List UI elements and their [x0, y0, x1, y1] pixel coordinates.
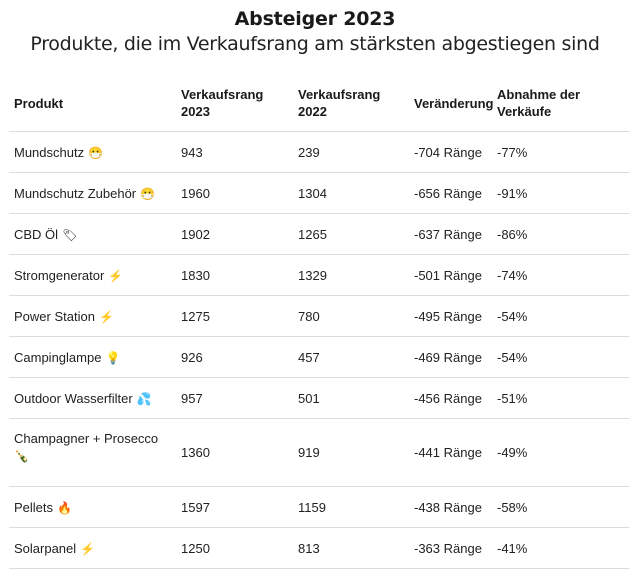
column-header-product: Produkt: [9, 75, 176, 132]
rank-2023-cell: 926: [176, 336, 293, 378]
product-cell: Solarpanel ⚡: [9, 527, 176, 569]
table-row: Mundschutz 😷 943 239 -704 Ränge -77%: [9, 131, 629, 173]
rank-2022-cell: 780: [293, 295, 409, 337]
change-cell: -704 Ränge: [409, 131, 492, 173]
column-header-change: Veränderung: [409, 75, 493, 132]
product-name: Outdoor Wasserfilter: [14, 390, 133, 406]
table-row: Champagner + Prosecco 🍾 1360 919 -441 Ränge -…: [9, 418, 629, 487]
chart-title: Absteiger 2023: [234, 8, 396, 30]
rank-2023-cell: 1902: [176, 213, 293, 255]
rank-2023-cell: 957: [176, 377, 293, 419]
chart-subtitle: Produkte, die im Verkaufsrang am stärkst…: [30, 33, 600, 55]
rank-2022-cell: 457: [293, 336, 409, 378]
product-name: Mundschutz: [14, 144, 85, 160]
table-body: Mundschutz 😷 943 239 -704 Ränge -77% Mundschut…: [9, 131, 629, 569]
rank-2022-cell: 1265: [293, 213, 409, 255]
table-row: Outdoor Wasserfilter 💦 957 501 -456 Ränge -51…: [9, 377, 629, 419]
champagne-bottle-icon: 🍾: [14, 449, 29, 463]
rank-2023-cell: 943: [176, 131, 293, 173]
rank-2023-cell: 1360: [176, 418, 293, 487]
lightning-icon: ⚡: [98, 309, 114, 324]
decline-cell: -54%: [492, 336, 629, 378]
product-cell: Pellets 🔥: [9, 486, 176, 528]
product-name: Pellets: [14, 499, 54, 515]
rank-2023-cell: 1250: [176, 527, 293, 569]
change-cell: -656 Ränge: [409, 172, 492, 214]
decline-cell: -77%: [492, 131, 629, 173]
change-cell: -441 Ränge: [409, 418, 492, 487]
decline-cell: -86%: [492, 213, 629, 255]
product-cell: Champagner + Prosecco 🍾: [9, 418, 176, 487]
rank-2022-cell: 1329: [293, 254, 409, 296]
product-name: Mundschutz Zubehör: [14, 185, 137, 201]
decline-cell: -51%: [492, 377, 629, 419]
rank-2023-cell: 1275: [176, 295, 293, 337]
lightning-icon: ⚡: [80, 541, 96, 556]
product-name: Champagner + Prosecco: [14, 431, 159, 446]
product-cell: Stromgenerator ⚡: [9, 254, 176, 296]
column-header-rank-2023: Verkaufsrang 2023: [176, 75, 293, 132]
decline-cell: -91%: [492, 172, 629, 214]
product-cell: Power Station ⚡: [9, 295, 176, 337]
face-mask-icon: 😷: [88, 145, 104, 160]
product-name: Power Station: [14, 308, 95, 324]
water-drops-icon: 💦: [136, 391, 152, 406]
decline-cell: -58%: [492, 486, 629, 528]
rank-2023-cell: 1960: [176, 172, 293, 214]
table-row: Power Station ⚡ 1275 780 -495 Ränge -54%: [9, 295, 629, 337]
table-row: Pellets 🔥 1597 1159 -438 Ränge -58%: [9, 486, 629, 528]
product-cell: Mundschutz 😷: [9, 131, 176, 173]
rank-2022-cell: 1304: [293, 172, 409, 214]
change-cell: -495 Ränge: [409, 295, 492, 337]
change-cell: -469 Ränge: [409, 336, 492, 378]
rank-2023-cell: 1597: [176, 486, 293, 528]
decline-cell: -49%: [492, 418, 629, 487]
product-cell: Mundschutz Zubehör 😷: [9, 172, 176, 214]
lightning-icon: ⚡: [108, 268, 124, 283]
rank-2022-cell: 1159: [293, 486, 409, 528]
face-mask-icon: 😷: [140, 186, 156, 201]
product-name: Stromgenerator: [14, 267, 105, 283]
table-row: Mundschutz Zubehör 😷 1960 1304 -656 Ränge -91…: [9, 172, 629, 214]
table-row: Solarpanel ⚡ 1250 813 -363 Ränge -41%: [9, 527, 629, 569]
change-cell: -363 Ränge: [409, 527, 492, 569]
product-cell: CBD Öl 🏷: [9, 213, 176, 255]
column-header-rank-2022: Verkaufsrang 2022: [293, 75, 409, 132]
label-icon: 🏷: [62, 227, 78, 242]
column-header-decline: Abnahme der Verkäufe: [492, 75, 629, 132]
rank-2022-cell: 501: [293, 377, 409, 419]
product-cell: Outdoor Wasserfilter 💦: [9, 377, 176, 419]
decline-cell: -74%: [492, 254, 629, 296]
decline-cell: -41%: [492, 527, 629, 569]
product-name: CBD Öl: [14, 226, 59, 242]
rank-2023-cell: 1830: [176, 254, 293, 296]
rank-2022-cell: 239: [293, 131, 409, 173]
fire-icon: 🔥: [57, 500, 72, 515]
table-row: CBD Öl 🏷 1902 1265 -637 Ränge -86%: [9, 213, 629, 255]
rank-2022-cell: 919: [293, 418, 409, 487]
product-name: Campinglampe: [14, 349, 102, 365]
change-cell: -438 Ränge: [409, 486, 492, 528]
decline-cell: -54%: [492, 295, 629, 337]
table-row: Campinglampe 💡 926 457 -469 Ränge -54%: [9, 336, 629, 378]
table-row: Stromgenerator ⚡ 1830 1329 -501 Ränge -74%: [9, 254, 629, 296]
ranking-table: Produkt Verkaufsrang 2023 Verkaufsrang 2…: [9, 75, 629, 569]
change-cell: -501 Ränge: [409, 254, 492, 296]
product-cell: Campinglampe 💡: [9, 336, 176, 378]
change-cell: -456 Ränge: [409, 377, 492, 419]
rank-2022-cell: 813: [293, 527, 409, 569]
table-header-row: Produkt Verkaufsrang 2023 Verkaufsrang 2…: [9, 75, 629, 132]
change-cell: -637 Ränge: [409, 213, 492, 255]
light-bulb-icon: 💡: [105, 350, 121, 365]
product-name: Solarpanel: [14, 540, 77, 556]
